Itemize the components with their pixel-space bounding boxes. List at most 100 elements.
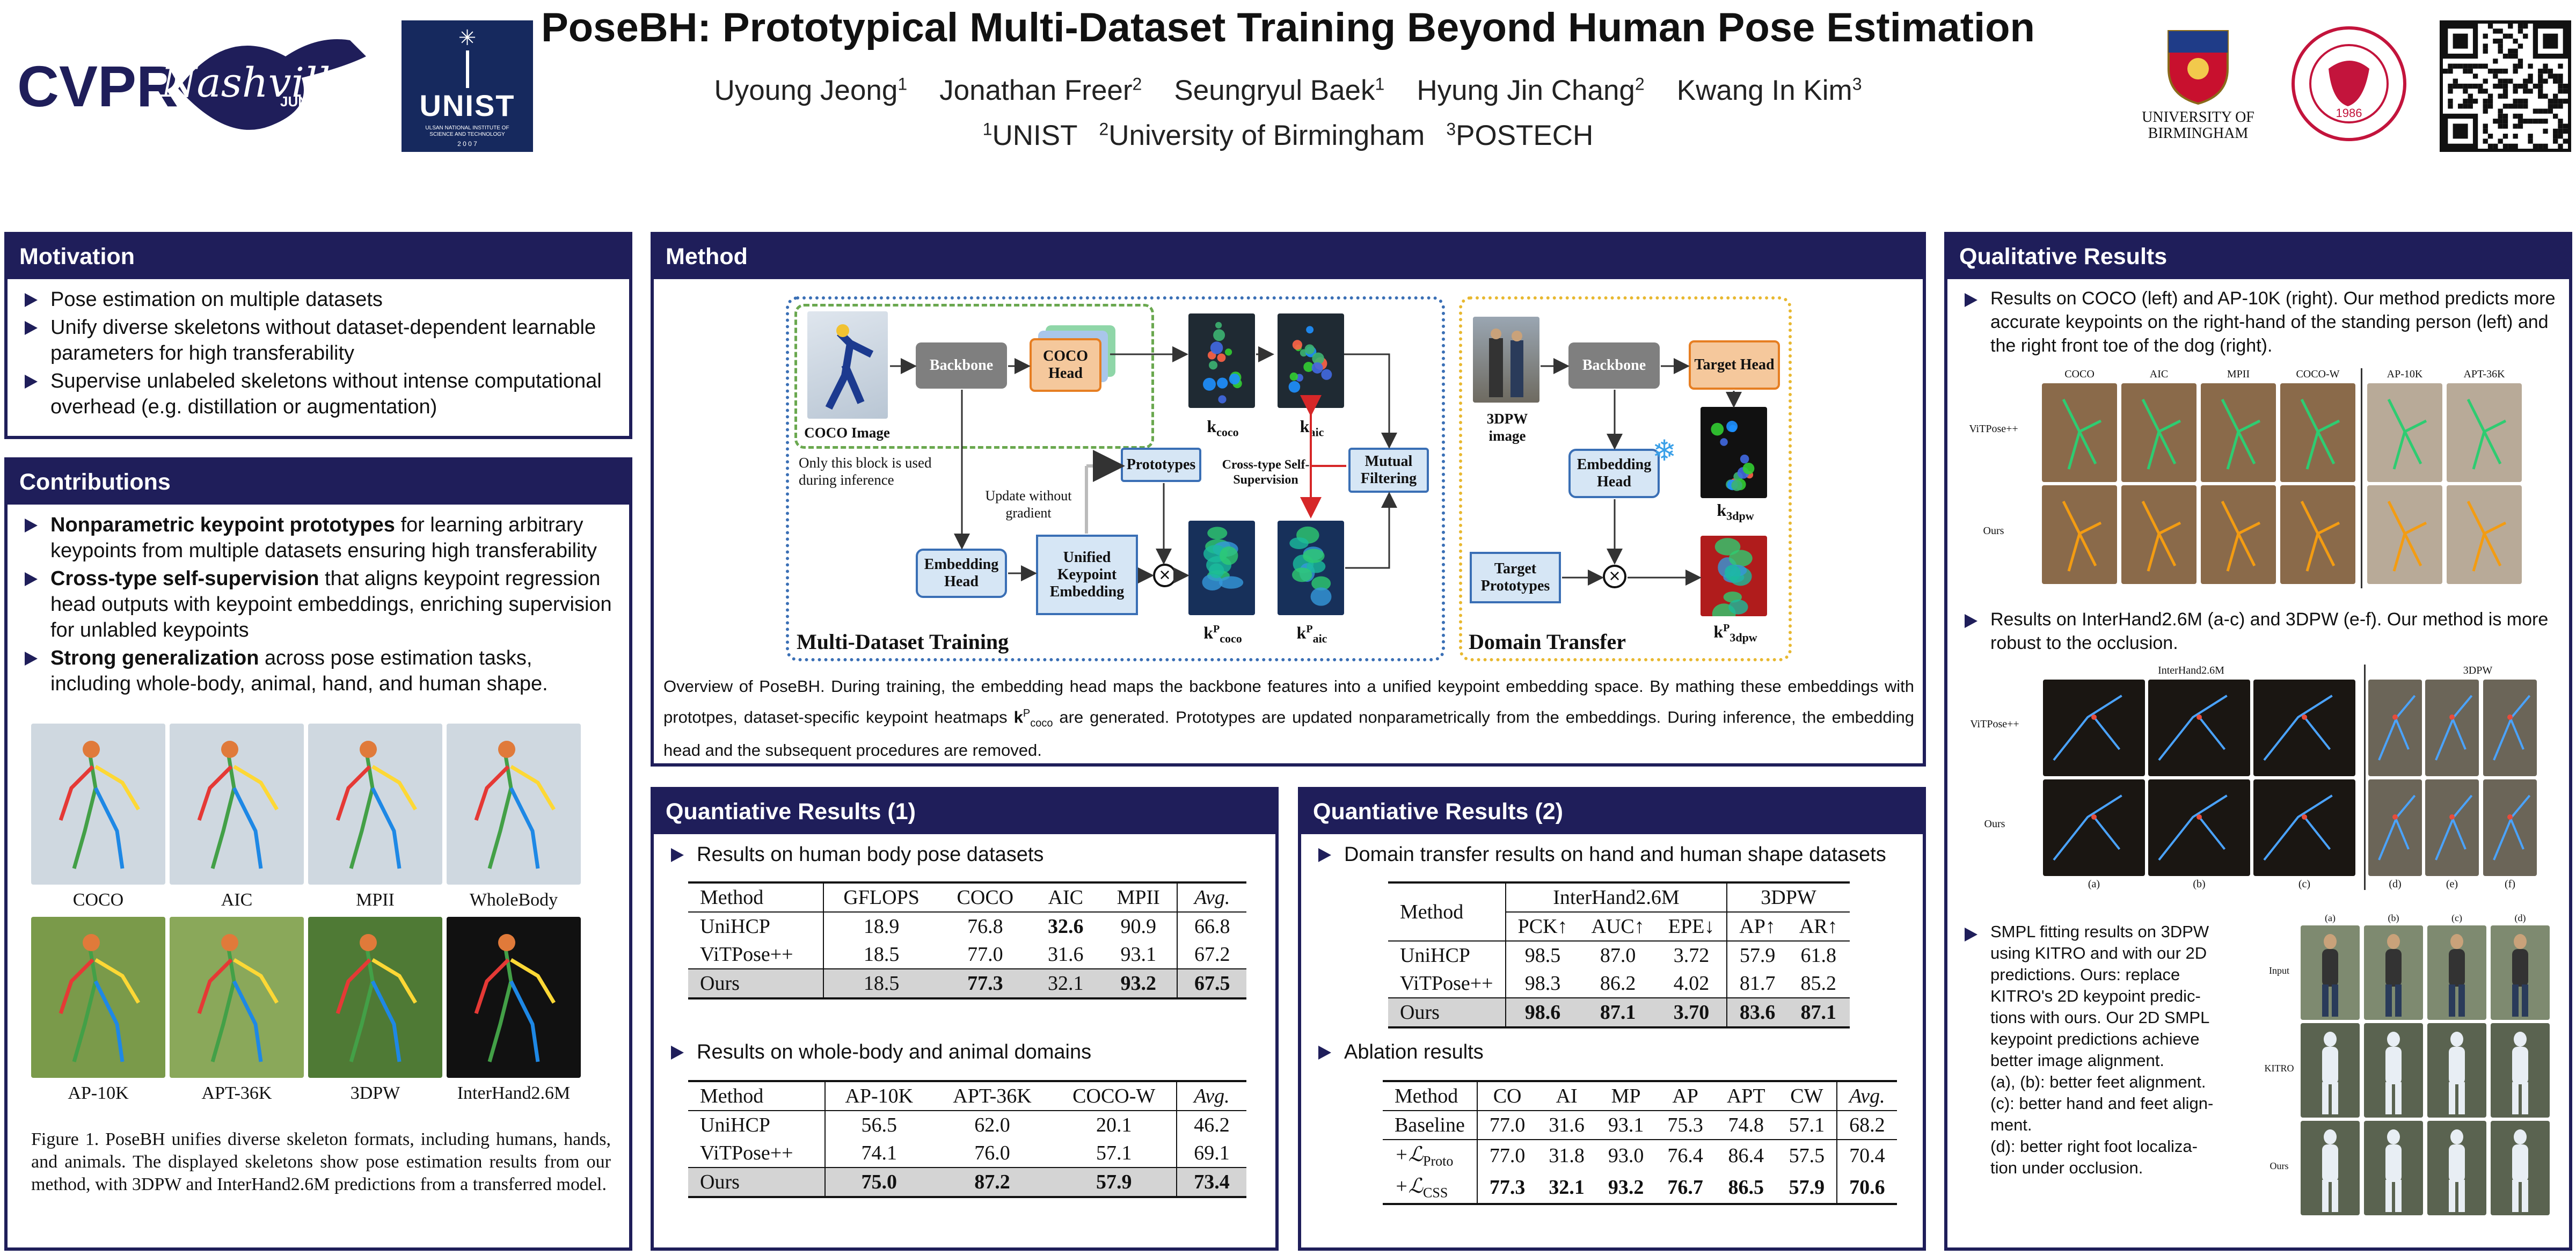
- author-name-text: Hyung Jin Chang: [1417, 75, 1635, 106]
- embedding-head-box-2: Embedding Head: [1568, 449, 1660, 498]
- author-sup: 1: [897, 74, 908, 94]
- grid-col-label: (a): [2325, 913, 2336, 923]
- table-row: UniHCP 18.9 76.8 32.6 90.9 66.8: [688, 912, 1246, 940]
- table-row: UniHCP 56.5 62.0 20.1 46.2: [688, 1111, 1246, 1139]
- table-cell: 57.9: [1777, 1171, 1838, 1206]
- table-cell: 46.2: [1194, 1114, 1230, 1136]
- table-cell: 76.0: [974, 1142, 1010, 1164]
- table-cell: 57.1: [1052, 1139, 1177, 1168]
- grid-row-label: Ours: [1983, 525, 2004, 537]
- author-name: Kwang In Kim3: [1677, 75, 1862, 106]
- quant2-subtitle-1: Domain transfer results on hand and huma…: [1313, 842, 1911, 867]
- cross-type-label: Cross-type Self-Supervision: [1222, 458, 1310, 487]
- table-cell: 93.2: [1596, 1171, 1656, 1206]
- table-cell: AP-10K: [825, 1080, 933, 1111]
- svg-text:Nashville: Nashville: [160, 59, 355, 106]
- quant1-subtitle-1: Results on human body pose datasets: [666, 842, 1264, 867]
- table-cell: 93.1: [1596, 1111, 1656, 1140]
- qualitative-image: [2368, 680, 2422, 776]
- qualitative-image: [2491, 925, 2550, 1020]
- table-cell: MPII: [1099, 881, 1178, 913]
- contribution-bold: Strong generalization: [50, 647, 259, 669]
- ablation-table: Method CO AI MP AP APT CW Avg. Baseline 77.0 31.6 9…: [1383, 1080, 1897, 1206]
- motivation-item: Supervise unlabeled skeletons without in…: [19, 368, 617, 420]
- table-cell: Avg.: [1176, 1080, 1246, 1111]
- table-row: UniHCP 98.5 87.0 3.72 57.9 61.8: [1388, 941, 1850, 969]
- grid-col-label: APT-36K: [2463, 368, 2505, 380]
- motivation-list: Pose estimation on multiple datasets Unif…: [19, 287, 617, 420]
- method-title: Method: [654, 235, 1923, 279]
- table-row: +ℒCSS 77.3 32.1 93.2 76.7 86.5 57.9 70.6: [1383, 1171, 1897, 1206]
- figure-1-image: [31, 917, 165, 1078]
- table-cell: 87.2: [932, 1167, 1052, 1198]
- coco-image-thumb: [807, 311, 888, 419]
- method-arrows: [890, 346, 1397, 583]
- contribution-text: across pose estimation tasks, including …: [50, 647, 548, 695]
- grid-divider: [2364, 665, 2366, 890]
- table-cell: 90.9: [1099, 912, 1178, 940]
- quantitative-results-1-title: Quantiative Results (1): [654, 790, 1275, 834]
- qual-item-3-line: tions with ours. Our 2D SMPL: [1990, 1008, 2210, 1027]
- table-cell: Method: [1388, 881, 1506, 942]
- table-cell: EPE↓: [1656, 912, 1728, 942]
- table-cell: AIC: [1031, 881, 1100, 913]
- figure-1-label: MPII: [356, 890, 395, 910]
- table-cell: 77.0: [1477, 1111, 1537, 1140]
- qualitative-image: [2148, 779, 2250, 876]
- table-cell: 18.5: [863, 943, 900, 966]
- table-cell: 75.0: [825, 1167, 933, 1198]
- qualitative-image: [2043, 680, 2145, 776]
- table-cell: AP: [1655, 1080, 1715, 1111]
- table-cell: Method: [1383, 1080, 1478, 1111]
- table-cell: 86.2: [1600, 972, 1636, 995]
- qualitative-image: [2253, 779, 2355, 876]
- motivation-item: Unify diverse skeletons without dataset-…: [19, 315, 617, 366]
- snowflake-icon: ❄: [1652, 435, 1677, 467]
- svg-text:CVPR: CVPR: [17, 54, 178, 119]
- method-caption: Overview of PoseBH. During training, the…: [663, 677, 1914, 760]
- figure-1-label: 3DPW: [350, 1083, 400, 1103]
- qualitative-image: [2447, 485, 2522, 584]
- grid-col-label: MPII: [2227, 368, 2250, 380]
- table-header-row: Method GFLOPS COCO AIC MPII Avg.: [688, 881, 1246, 913]
- k-coco-heatmap: [1188, 313, 1255, 408]
- table-cell: CW: [1777, 1080, 1838, 1111]
- figure-1-image: [447, 724, 581, 885]
- table-cell: 93.0: [1608, 1144, 1644, 1168]
- qualitative-image: [2367, 485, 2442, 584]
- qualitative-image: [2253, 680, 2355, 776]
- table-cell: 32.1: [1031, 968, 1100, 999]
- author-sup: 1: [1375, 74, 1385, 94]
- qual-item-3-line: better image alignment.: [1990, 1051, 2164, 1070]
- motivation-title: Motivation: [8, 235, 629, 279]
- grid-col-label: COCO-W: [2296, 368, 2340, 380]
- qual-item-3-line: SMPL fitting results on 3DPW: [1990, 922, 2209, 941]
- table-cell: MP: [1596, 1080, 1656, 1111]
- unist-logo: ✳ UNIST ULSAN NATIONAL INSTITUTE OF SCIE…: [402, 20, 533, 152]
- method-panel: Method COCO Image Only this block is use…: [651, 232, 1926, 767]
- kp-3dpw-heatmap: [1701, 536, 1767, 616]
- qualitative-image: [2364, 1121, 2423, 1215]
- table-cell: 62.0: [974, 1114, 1010, 1136]
- table-cell: 87.1: [1787, 997, 1850, 1028]
- domain-transfer-arrows: [1541, 358, 1742, 586]
- coco-head-box: COCO Head: [1030, 338, 1101, 392]
- author-name-text: Jonathan Freer: [939, 75, 1133, 106]
- qualitative-image: [2121, 383, 2196, 482]
- table-cell: 67.5: [1177, 968, 1246, 999]
- table-cell: AR↑: [1787, 912, 1850, 942]
- qualitative-image: [2042, 383, 2117, 482]
- qual-item-3-line: ment.: [1990, 1115, 2032, 1134]
- affiliation: 2University of Birmingham: [1099, 120, 1425, 151]
- qr-code[interactable]: [2440, 20, 2571, 152]
- k-coco-label: kcoco: [1207, 417, 1239, 439]
- figure-1-image: [170, 724, 304, 885]
- qual-item-2: Results on InterHand2.6M (a-c) and 3DPW …: [1959, 608, 2558, 655]
- figure-1-label: InterHand2.6M: [457, 1083, 571, 1103]
- table-cell: 76.8: [967, 915, 1003, 938]
- table-cell: 32.6: [1048, 915, 1084, 938]
- table-cell: COCO-W: [1052, 1080, 1177, 1111]
- loss-label: +ℒProto: [1383, 1140, 1478, 1172]
- loss-subscript: Proto: [1423, 1153, 1454, 1169]
- qualitative-image: [2201, 383, 2276, 482]
